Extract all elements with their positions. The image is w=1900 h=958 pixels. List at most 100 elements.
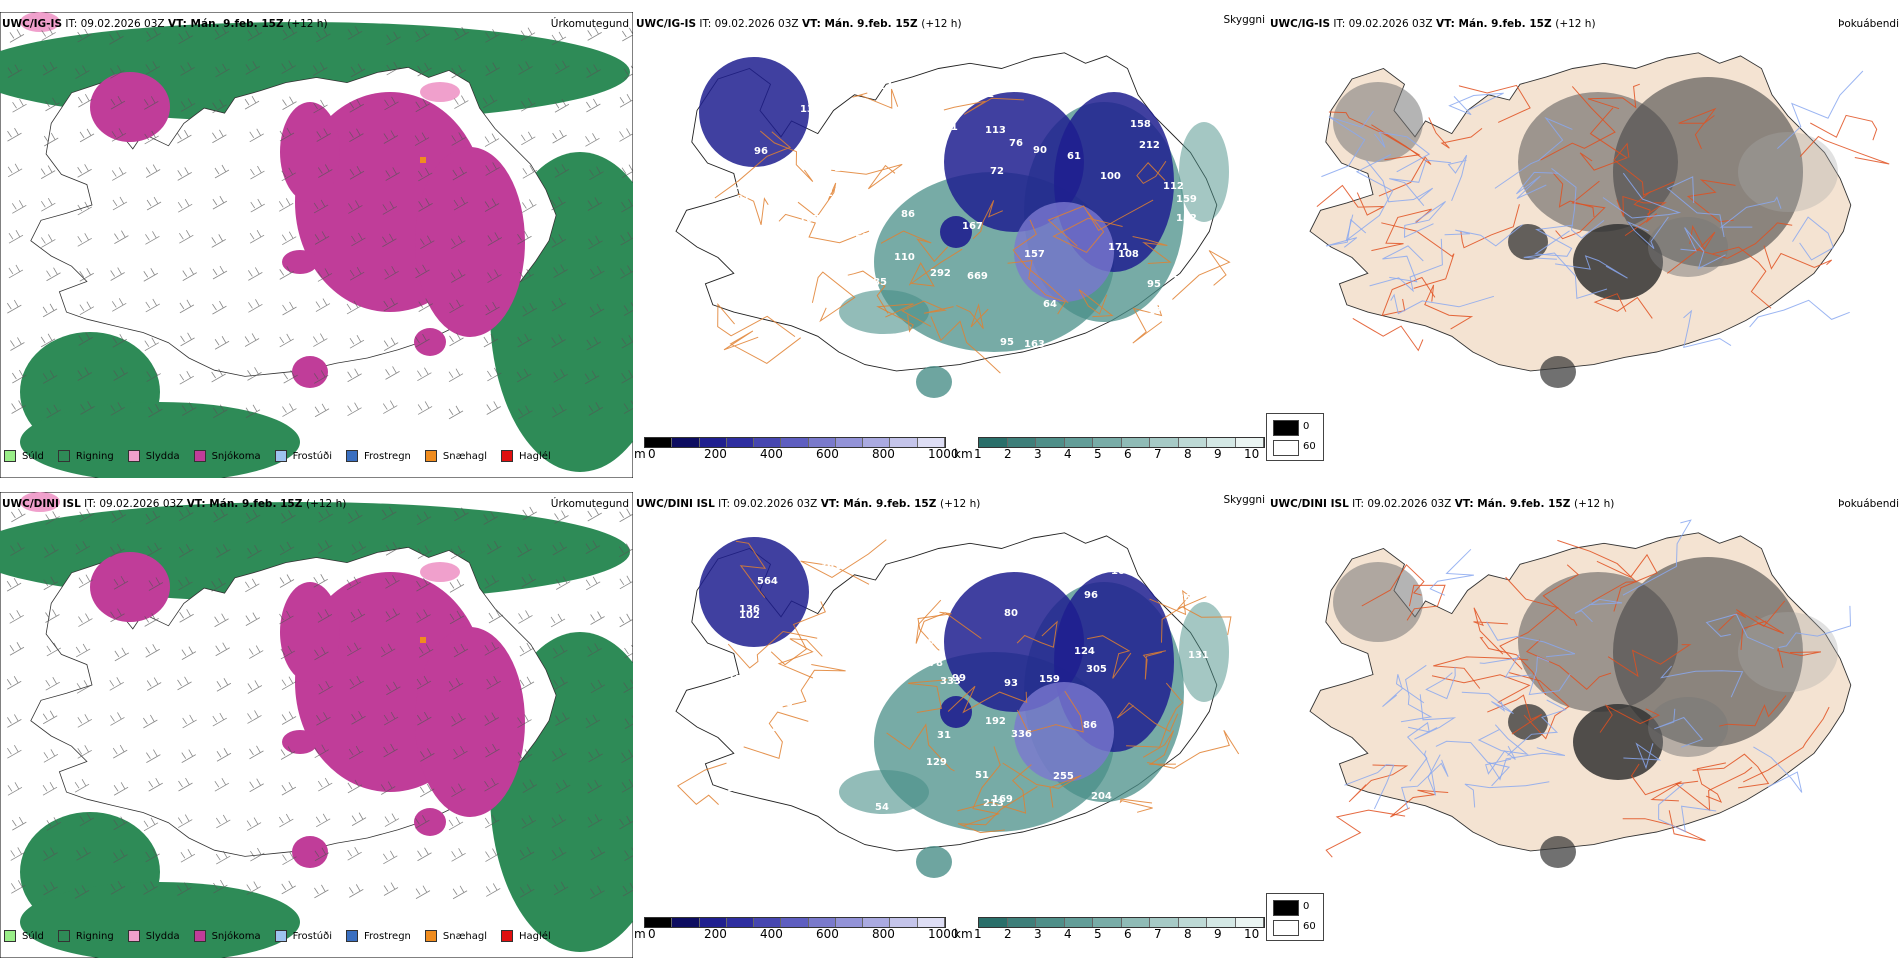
it-value: 09.02.2026 03Z <box>733 498 821 510</box>
wind-barb <box>619 94 633 108</box>
wind-barb <box>278 198 294 212</box>
wind-barb <box>181 749 196 763</box>
wind-barb <box>78 574 94 589</box>
wind-barb <box>10 847 25 861</box>
legend-label: Rigning <box>75 930 114 942</box>
visibility-value-label: 167 <box>962 221 983 232</box>
wind-barb <box>347 847 362 861</box>
legend-swatch <box>193 930 206 942</box>
wind-barb <box>449 332 464 347</box>
wind-barb <box>313 199 329 214</box>
road-line <box>1712 246 1772 309</box>
road-line <box>1406 721 1430 782</box>
visibility-mid-area <box>839 770 929 814</box>
wind-barb <box>516 368 532 383</box>
wind-barb <box>10 880 26 894</box>
road-line <box>847 270 889 314</box>
road-line <box>1382 245 1424 283</box>
wind-barb <box>247 680 263 694</box>
wind-barb <box>143 96 159 110</box>
road-line <box>1403 200 1446 238</box>
wind-barb <box>449 299 464 314</box>
wind-barb <box>177 882 192 896</box>
snow-area <box>90 72 170 142</box>
wind-barb <box>79 128 95 143</box>
wind-barb <box>416 609 431 623</box>
wind-barb <box>114 647 130 662</box>
wind-barb <box>415 28 430 43</box>
wind-barb <box>214 336 230 350</box>
wind-barb <box>619 815 633 830</box>
legend-swatch <box>501 450 514 462</box>
wind-barb <box>349 675 365 690</box>
vt-label: VT: <box>167 18 191 30</box>
visibility-low-area <box>940 216 972 248</box>
legend-label: Frostregn <box>364 450 411 462</box>
panel-name: Úrkomutegund <box>550 498 629 510</box>
wind-barb <box>348 884 364 898</box>
wind-barb <box>417 401 433 415</box>
graupel-spot <box>420 637 426 643</box>
wind-barb <box>518 61 533 75</box>
it-label: IT: <box>1330 18 1349 30</box>
wind-barb <box>453 643 469 658</box>
legend-swatch <box>4 930 16 942</box>
wind-barb <box>316 28 331 43</box>
road-line <box>1477 724 1529 755</box>
visibility-value-label: 221 <box>937 122 958 133</box>
wind-barb <box>349 166 365 180</box>
wind-barb <box>380 643 396 658</box>
visibility-value-label: 108 <box>1118 249 1139 260</box>
road-line <box>1692 753 1770 789</box>
wind-barb <box>350 63 366 78</box>
panel-name: Þokuábendi <box>1838 18 1899 30</box>
colorbar-tick: 0 <box>648 927 656 941</box>
visibility-km-colorbar: km 1 2 3 4 5 6 7 8 9 10 <box>952 917 1267 953</box>
fog-area <box>1333 82 1423 162</box>
colorbar-tick: 6 <box>1124 927 1132 941</box>
road-line <box>1406 584 1446 621</box>
road-line <box>956 303 989 329</box>
wind-barb <box>280 746 296 760</box>
visibility-value-label: 124 <box>1074 646 1095 657</box>
wind-barb <box>177 676 192 691</box>
wind-barb <box>76 847 91 861</box>
visibility-value-label: 729 <box>756 339 777 350</box>
road-line <box>957 785 1038 834</box>
wind-barb <box>619 543 633 558</box>
sleet-area <box>20 12 60 32</box>
wind-barb <box>113 367 128 381</box>
wind-barb <box>110 543 125 558</box>
road-line <box>876 303 915 333</box>
legend-swatch <box>424 930 437 942</box>
visibility-value-label: 187 <box>880 135 901 146</box>
visibility-value-label: 175 <box>1133 829 1154 840</box>
road-line <box>1172 250 1231 300</box>
wind-barb <box>385 575 400 589</box>
visibility-value-label: 80 <box>1004 608 1018 619</box>
road-line <box>1116 702 1179 733</box>
legend-item: Frostúði <box>274 450 332 462</box>
snow-area <box>292 836 328 868</box>
wind-barb <box>112 334 127 348</box>
visibility-mid-area <box>839 290 929 334</box>
wind-barb <box>279 541 295 556</box>
visibility-value-label: 171 <box>1108 242 1129 253</box>
visibility-value-label: 189 <box>917 556 938 567</box>
road-line <box>1607 644 1692 678</box>
wind-barb <box>182 714 197 729</box>
visibility-value-label: 107 <box>834 163 855 174</box>
wind-barb <box>415 333 430 348</box>
wind-barb <box>485 848 500 862</box>
wind-barb <box>143 714 158 729</box>
wind-barb <box>417 545 433 559</box>
road-line <box>1666 224 1716 274</box>
wind-barb <box>79 508 94 523</box>
road-line <box>886 723 955 772</box>
wind-barb <box>109 677 124 691</box>
colorbar-unit: km <box>954 447 973 461</box>
visibility-value-label: 102 <box>812 188 833 199</box>
visibility-map: 152 130 124 109 136 175 93 80 96 108 99 86 189 102 168… <box>675 532 1240 878</box>
wind-barb <box>452 885 468 900</box>
wind-barb <box>386 31 401 46</box>
